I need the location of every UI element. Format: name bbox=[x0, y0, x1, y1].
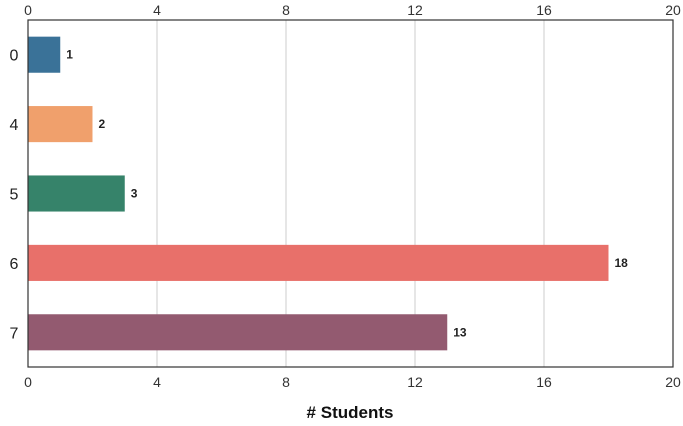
y-category-label: 4 bbox=[10, 117, 19, 134]
bar-value-label: 2 bbox=[99, 117, 106, 131]
bar-value-label: 18 bbox=[615, 256, 629, 270]
y-category-label: 0 bbox=[10, 48, 19, 65]
x-tick-label-top: 16 bbox=[536, 2, 552, 18]
bar-value-label: 3 bbox=[131, 187, 138, 201]
bar-value-label: 13 bbox=[453, 325, 467, 339]
bar bbox=[28, 244, 609, 281]
bar-value-label: 1 bbox=[66, 48, 73, 62]
y-category-label: 5 bbox=[10, 187, 19, 204]
x-tick-label-bottom: 0 bbox=[24, 374, 32, 390]
x-tick-label-top: 12 bbox=[407, 2, 423, 18]
x-tick-label-bottom: 8 bbox=[282, 374, 290, 390]
x-tick-label-bottom: 12 bbox=[407, 374, 423, 390]
x-axis-title: # Students bbox=[307, 403, 394, 422]
bar bbox=[28, 175, 125, 212]
bar bbox=[28, 106, 93, 143]
gridlines bbox=[156, 20, 545, 367]
y-category-label: 6 bbox=[10, 256, 19, 273]
x-tick-label-top: 20 bbox=[665, 2, 681, 18]
x-tick-label-top: 4 bbox=[153, 2, 161, 18]
bars bbox=[28, 36, 609, 351]
x-tick-label-top: 0 bbox=[24, 2, 32, 18]
category-labels: 0 4 5 6 7 bbox=[10, 48, 19, 343]
bar bbox=[28, 36, 61, 73]
y-category-label: 7 bbox=[10, 325, 19, 342]
x-tick-label-bottom: 4 bbox=[153, 374, 161, 390]
x-tick-label-bottom: 16 bbox=[536, 374, 552, 390]
x-tick-label-top: 8 bbox=[282, 2, 290, 18]
x-tick-label-bottom: 20 bbox=[665, 374, 681, 390]
plot-frame bbox=[27, 19, 674, 368]
bar bbox=[28, 314, 448, 351]
